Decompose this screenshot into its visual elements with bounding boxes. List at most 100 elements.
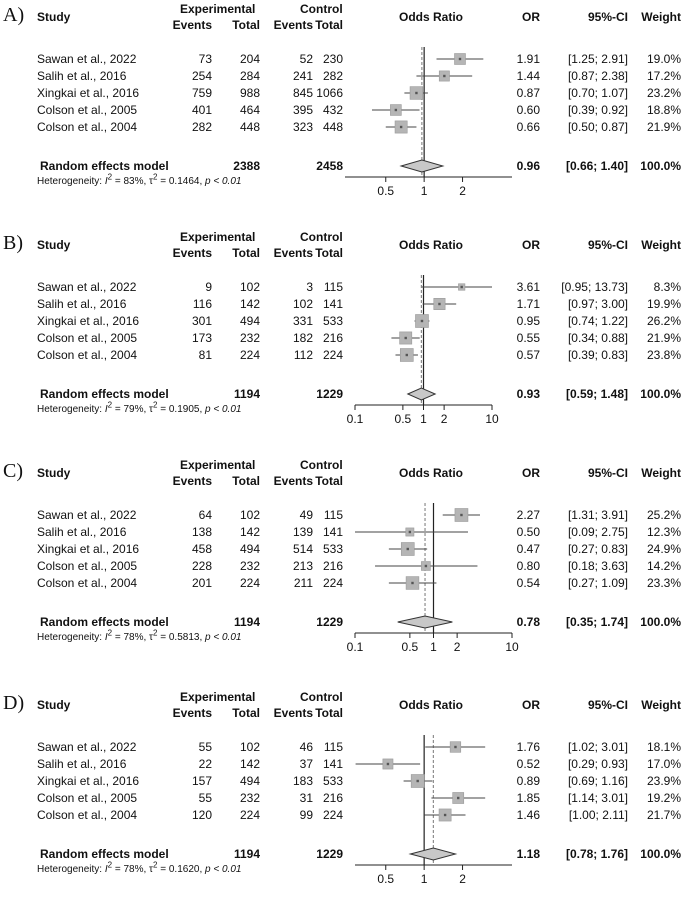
ci-header: 95%-CI (587, 698, 628, 712)
experimental-total: 232 (239, 791, 260, 805)
experimental-header: Experimental (180, 2, 256, 16)
random-effects-label: Random effects model (40, 159, 169, 173)
study-name: Sawan et al., 2022 (37, 52, 137, 66)
odds-ratio-value: 2.27 (516, 508, 540, 522)
control-total: 533 (322, 542, 343, 556)
confidence-interval: [1.02; 3.01] (567, 740, 628, 754)
control-events: 49 (299, 508, 313, 522)
i-squared-symbol: I (104, 864, 108, 875)
confidence-interval: [1.14; 3.01] (567, 791, 628, 805)
superscript: 2 (107, 400, 113, 410)
summary-weight: 100.0% (640, 387, 681, 401)
summary-ci: [0.59; 1.48] (565, 387, 628, 401)
summary-control-total: 1229 (316, 615, 343, 629)
weight-header: Weight (641, 698, 681, 712)
experimental-total: 494 (239, 314, 260, 328)
experimental-events: 759 (191, 86, 212, 100)
study-estimate (436, 53, 484, 65)
heterogeneity-statistic: Heterogeneity: I2 = 79%, τ2 = 0.1905, p … (37, 400, 242, 415)
heterogeneity-value: 78% (123, 864, 144, 875)
control-events: 99 (299, 808, 313, 822)
superscript: 2 (153, 400, 158, 410)
control-events: 323 (292, 120, 313, 134)
x-axis-tick-label: 2 (454, 640, 461, 654)
heterogeneity-value: p < 0.01 (205, 176, 242, 187)
study-header: Study (37, 10, 71, 24)
ci-header: 95%-CI (587, 10, 628, 24)
heterogeneity-value: p < 0.01 (205, 404, 242, 415)
summary-weight: 100.0% (640, 615, 681, 629)
control-total: 141 (322, 297, 343, 311)
x-axis-tick-label: 0.5 (402, 640, 419, 654)
control-total: 216 (322, 559, 343, 573)
study-estimate (391, 331, 420, 345)
summary-experimental-total: 1194 (233, 847, 260, 861)
or-header: OR (522, 10, 540, 24)
control-total: 282 (322, 69, 343, 83)
study-name: Colson et al., 2004 (37, 576, 138, 590)
study-weight: 21.7% (646, 808, 681, 822)
heterogeneity-value: 0.1620 (168, 864, 200, 875)
point-estimate-center (394, 108, 398, 112)
control-total: 224 (322, 808, 343, 822)
control-events: 3 (306, 280, 313, 294)
point-estimate-center (460, 513, 463, 517)
x-axis-tick-label: 10 (485, 412, 499, 426)
experimental-total: 988 (239, 86, 260, 100)
odds-ratio-value: 0.89 (516, 774, 540, 788)
study-estimate (403, 774, 433, 788)
confidence-interval: [0.87; 2.38] (567, 69, 628, 83)
x-axis-tick-label: 1 (430, 640, 437, 654)
control-total: 115 (323, 280, 343, 294)
forest-panel: C) Study Experimental Control Events Total Eve… (0, 456, 685, 684)
experimental-events: 55 (198, 740, 212, 754)
experimental-total: 224 (239, 808, 260, 822)
control-header: Control (300, 458, 343, 472)
i-squared-symbol: I (104, 176, 108, 187)
experimental-total: 142 (239, 757, 260, 771)
odds-ratio-value: 0.60 (516, 103, 540, 117)
study-estimate (385, 120, 417, 134)
summary-diamond (406, 387, 437, 401)
study-name: Sawan et al., 2022 (37, 280, 137, 294)
experimental-events: 301 (191, 314, 212, 328)
summary-or: 0.96 (516, 159, 540, 173)
point-estimate-center (405, 353, 408, 357)
study-header: Study (37, 238, 71, 252)
summary-ci: [0.35; 1.74] (565, 615, 628, 629)
experimental-total: 232 (239, 559, 260, 573)
control-total: 533 (322, 774, 343, 788)
total-header: Total (232, 246, 260, 260)
point-estimate-center (424, 564, 428, 568)
experimental-events: 116 (192, 297, 212, 311)
control-total: 141 (322, 525, 343, 539)
panel-letter: A) (3, 4, 25, 26)
control-events: 331 (292, 314, 313, 328)
control-events: 112 (293, 348, 313, 362)
confidence-interval: [0.27; 1.09] (567, 576, 628, 590)
summary-experimental-total: 1194 (233, 615, 260, 629)
forest-plot-area: 0.1 0.5 1 2 10 (347, 503, 519, 654)
point-estimate-center (411, 581, 414, 585)
study-estimate (421, 283, 492, 291)
study-weight: 8.3% (653, 280, 681, 294)
study-name: Colson et al., 2004 (37, 120, 138, 134)
summary-experimental-total: 1194 (233, 387, 260, 401)
summary-diamond (397, 615, 453, 629)
study-name: Sawan et al., 2022 (37, 740, 137, 754)
odds-ratio-value: 1.76 (516, 740, 540, 754)
odds-ratio-value: 1.71 (516, 297, 540, 311)
odds-ratio-value: 1.85 (516, 791, 540, 805)
control-header: Control (300, 2, 343, 16)
study-estimate (388, 576, 437, 590)
control-events: 37 (299, 757, 313, 771)
study-weight: 21.9% (646, 331, 681, 345)
total-header: Total (315, 474, 343, 488)
odds-ratio-header: Odds Ratio (399, 10, 464, 24)
experimental-events: 254 (191, 69, 212, 83)
x-axis-tick-label: 10 (505, 640, 519, 654)
x-axis-tick-label: 1 (421, 184, 428, 198)
point-estimate-center (457, 796, 460, 800)
summary-or: 0.93 (516, 387, 540, 401)
summary-diamond (408, 847, 458, 861)
